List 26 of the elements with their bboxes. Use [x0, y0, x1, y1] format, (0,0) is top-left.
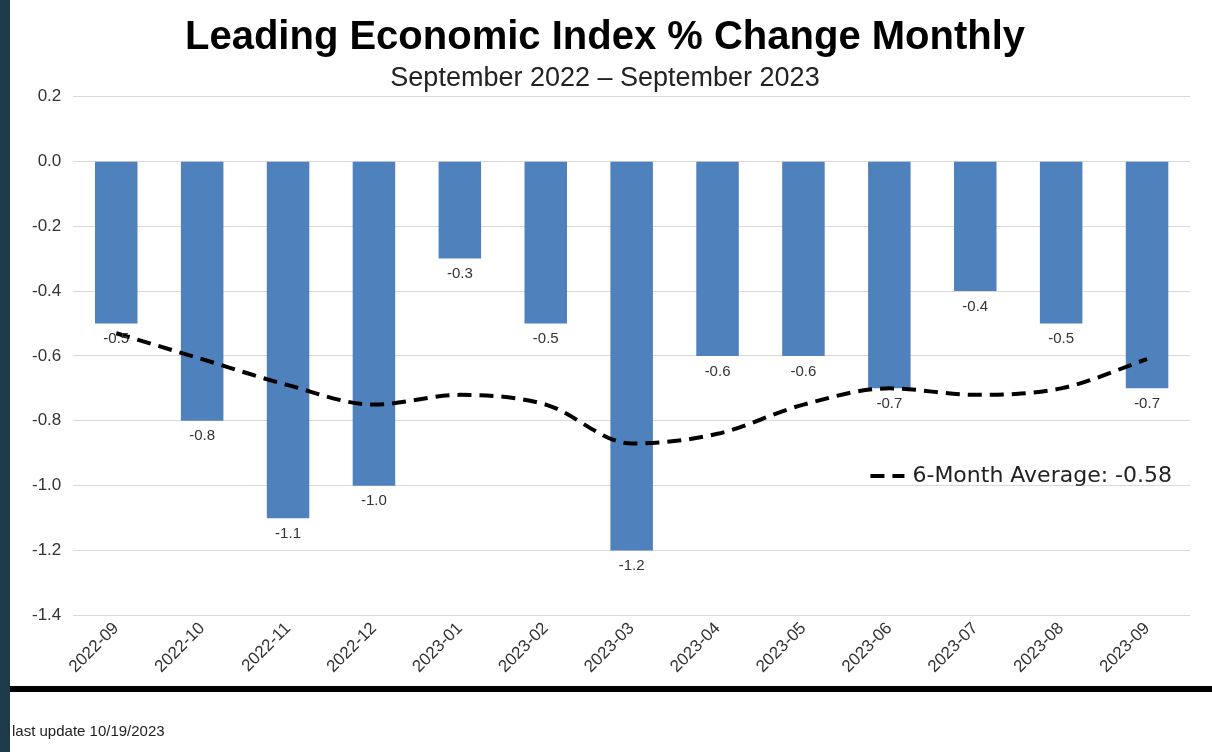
text: last update 10/19/2023 [12, 722, 165, 739]
data-label: -1.2 [618, 556, 645, 574]
y-tick-label: -0.8 [32, 410, 62, 430]
y-tick-label: -0.6 [32, 345, 62, 365]
data-label: -0.7 [1134, 394, 1160, 412]
data-label: -0.6 [790, 361, 817, 379]
data-label: -0.5 [103, 329, 130, 347]
data-label: -0.5 [1048, 329, 1075, 347]
legend-label: 6-Month Average: -0.58 [912, 461, 1173, 487]
y-tick-label: -1.0 [32, 475, 62, 495]
data-label: -0.6 [704, 361, 731, 379]
chart-subtitle: September 2022 – September 2023 [390, 61, 820, 92]
data-label: -0.8 [189, 426, 216, 444]
y-tick-label: 0.0 [37, 150, 62, 170]
y-tick-label: -0.2 [32, 215, 62, 235]
data-label: -1.0 [361, 491, 387, 509]
y-tick-label: -1.4 [32, 605, 62, 625]
data-label: -0.7 [876, 394, 903, 412]
data-label: -0.4 [962, 296, 989, 314]
data-label: -0.5 [532, 329, 559, 347]
data-label: -1.1 [275, 523, 301, 541]
y-tick-label: -1.2 [32, 540, 62, 560]
y-tick-label: 0.2 [37, 86, 62, 106]
y-tick-label: -0.4 [32, 280, 62, 300]
data-label: -0.3 [446, 264, 473, 282]
chart-title: Leading Economic Index % Change Monthly [184, 13, 1026, 58]
